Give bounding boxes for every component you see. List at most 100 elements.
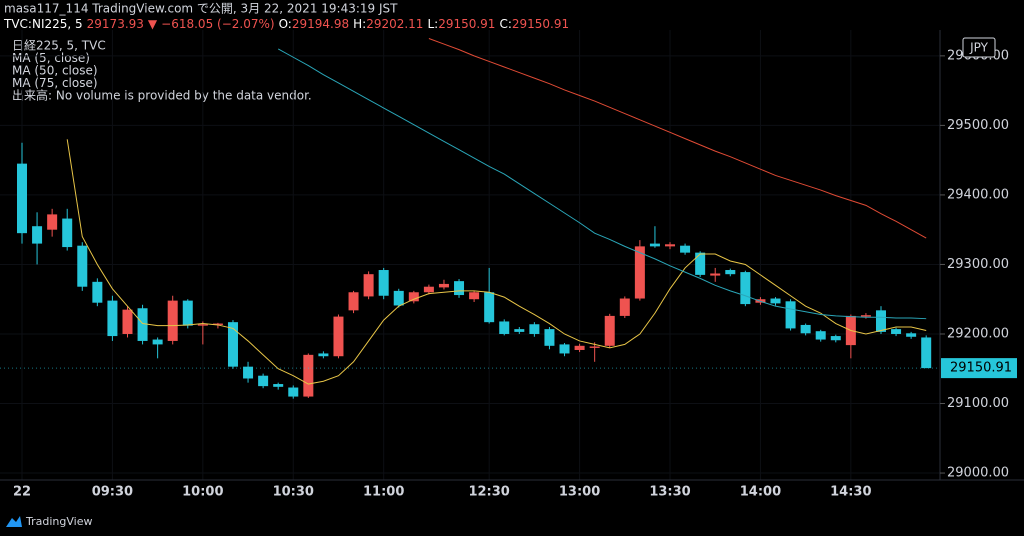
quote-part: O: (279, 17, 292, 31)
plot (0, 38, 940, 399)
candle-body (619, 298, 630, 316)
footer (0, 508, 1024, 536)
candle-body (649, 243, 660, 247)
candle-body (47, 214, 58, 230)
candle-body (182, 300, 193, 326)
candle-body (454, 281, 465, 296)
x-tick-label: 09:30 (92, 485, 133, 500)
candle-body (212, 323, 223, 325)
x-tick-label: 10:00 (182, 485, 223, 500)
candle-body (815, 331, 826, 340)
candle-body (529, 324, 540, 334)
candle-body (152, 339, 163, 345)
legend-entry: MA (50, close) (12, 64, 98, 78)
candle-body (438, 283, 449, 288)
candle-body (393, 290, 404, 306)
candle-body (137, 308, 148, 341)
candle-body (167, 300, 178, 341)
candle-body (333, 316, 344, 357)
y-tick-label: 29000.00 (947, 466, 1009, 481)
legend-entry: MA (5, close) (12, 51, 90, 65)
candle-body (243, 366, 254, 379)
ma-line (66, 139, 927, 385)
quote-part: −618.05 (−2.07%) (161, 17, 274, 31)
y-tick-label: 29300.00 (947, 257, 1009, 272)
quote-part: 29202.11 (366, 17, 423, 31)
candle-body (680, 245, 691, 253)
candle-body (921, 337, 932, 369)
logo (6, 516, 22, 527)
candle-body (32, 226, 43, 244)
candle-body (408, 292, 419, 302)
candle-body (875, 310, 886, 332)
grid (0, 30, 940, 480)
candle-body (423, 286, 434, 293)
candle-body (604, 315, 615, 346)
y-tick-label: 29200.00 (947, 326, 1009, 341)
candle-body (559, 344, 570, 354)
candle-body (785, 301, 796, 329)
candle-body (499, 321, 510, 334)
candle-body (348, 292, 359, 311)
candle-body (62, 218, 73, 248)
candle-body (725, 270, 736, 275)
x-tick-label: 13:00 (559, 485, 600, 500)
candle-body (695, 252, 706, 275)
candle-body (378, 270, 389, 296)
x-tick-label: 14:00 (740, 485, 781, 500)
candle-body (92, 281, 103, 303)
quote-part: C: (499, 17, 511, 31)
currency-label: JPY (969, 41, 989, 55)
candle-body (544, 329, 555, 346)
candle-body (363, 274, 374, 297)
quote-part: L: (427, 17, 438, 31)
quote-part: 29194.98 (292, 17, 349, 31)
legend-entry: MA (75, close) (12, 76, 98, 90)
x-tick-label: 12:30 (468, 485, 509, 500)
candle-body (17, 163, 27, 234)
candle-body (303, 354, 314, 397)
candle-body (665, 244, 676, 247)
candle-body (318, 353, 329, 357)
x-tick-label: 11:00 (363, 485, 404, 500)
x-tick-label: 10:30 (273, 485, 314, 500)
y-tick-label: 29100.00 (947, 396, 1009, 411)
last-price-badge (941, 358, 1017, 379)
candle-body (258, 375, 269, 387)
candle-body (227, 322, 238, 367)
candle-body (469, 292, 480, 300)
candle-body (574, 345, 585, 350)
candle-body (514, 329, 525, 332)
quote-part: ▼ (148, 17, 158, 31)
candle-body (860, 315, 871, 317)
legend-entry: 出来高: No volume is provided by the data v… (12, 88, 312, 103)
quote-part: 29150.91 (438, 17, 495, 31)
ma-line (428, 38, 927, 239)
footer-brand: TradingView (25, 515, 92, 528)
candle-body (891, 329, 902, 334)
candle-body (122, 309, 133, 334)
quote-part: H: (353, 17, 366, 31)
candle-body (906, 333, 917, 337)
candle-body (288, 387, 299, 397)
candle-body (589, 346, 600, 348)
quote-part: 29150.91 (512, 17, 569, 31)
y-tick-label: 29400.00 (947, 187, 1009, 202)
x-tick-label: 14:30 (830, 485, 871, 500)
ma-line (277, 48, 927, 320)
axis: 29000.00 29100.00 29200.00 29300.00 29400.00… (13, 37, 1017, 500)
candle-body (800, 324, 811, 334)
quote-part: 29173.93 (87, 17, 144, 31)
last-price-label: 29150.91 (950, 361, 1012, 376)
legend-entry: 日経225, 5, TVC (12, 39, 106, 53)
y-tick-label: 29500.00 (947, 118, 1009, 133)
quote-part: TVC:NI225, 5 (3, 17, 83, 31)
candle-body (770, 298, 781, 304)
candle-body (634, 246, 645, 299)
candle-body (197, 324, 208, 326)
candle-body (710, 273, 721, 276)
candle-body (484, 292, 495, 323)
